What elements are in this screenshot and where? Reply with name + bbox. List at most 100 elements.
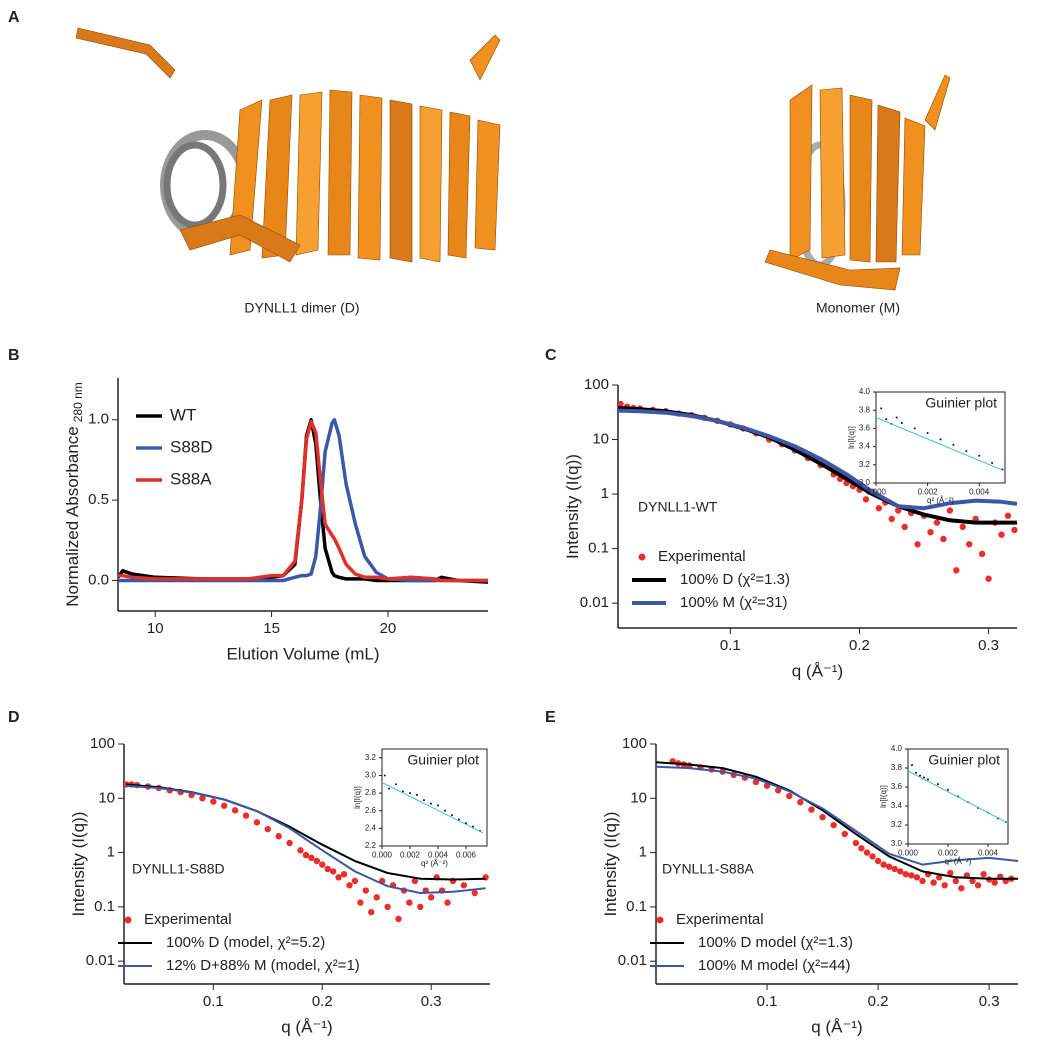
y-axis-label: ln[I(q)] [879, 785, 888, 808]
x-axis-label: q² (Å⁻²) [927, 496, 954, 505]
y-axis-label-text: Intensity (I(q)) [563, 454, 582, 559]
data-point [297, 847, 304, 854]
data-point [786, 792, 793, 800]
data-point [927, 778, 929, 781]
y-tick-label: 2.4 [365, 823, 377, 832]
data-point [919, 877, 926, 885]
legend-label: Experimental [144, 911, 232, 928]
data-point [927, 528, 934, 536]
x-tick-label: 0.000 [866, 488, 887, 497]
data-point [946, 507, 954, 514]
data-point [308, 854, 315, 862]
legend-label: 100% M (χ²=31) [680, 594, 788, 611]
x-tick-label: 0.1 [203, 993, 224, 1010]
y-tick-label: 3.2 [859, 460, 871, 469]
legend-label: Experimental [658, 548, 746, 565]
data-point [797, 798, 804, 806]
dimer-structure [75, 27, 501, 263]
y-axis-label-text: ln[I(q)] [847, 426, 856, 449]
y-tick-label: 10 [98, 789, 115, 806]
y-tick-label: 3.0 [891, 839, 903, 848]
data-point [914, 541, 921, 548]
y-axis-label: Intensity (I(q)) [601, 812, 620, 917]
x-tick-label: 0.002 [918, 488, 939, 497]
data-point [451, 814, 453, 817]
annotation: DYNLL1-S88D [132, 861, 225, 877]
series-group [908, 764, 1009, 824]
data-point [874, 857, 882, 865]
data-point [471, 889, 478, 897]
data-line [908, 770, 1009, 824]
data-point [978, 454, 981, 457]
panel-label: E [545, 709, 556, 726]
x-tick-label: 0.3 [978, 637, 999, 654]
series-group [656, 758, 1019, 892]
x-tick-label: 0.2 [868, 993, 889, 1010]
y-tick-label: 100 [584, 376, 609, 393]
y-tick-label: 100 [622, 735, 647, 752]
data-point [383, 774, 386, 777]
y-tick-label: 3.0 [365, 771, 377, 780]
data-point [947, 869, 954, 877]
data-point [231, 807, 239, 814]
legend-label: 100% M model (χ²=44) [698, 957, 851, 974]
y-tick-label: 3.8 [891, 763, 903, 772]
annotation: DYNLL1-WT [638, 499, 718, 515]
data-point [253, 819, 261, 826]
data-point [966, 541, 973, 548]
x-tick-label: 10 [147, 620, 164, 637]
data-point [406, 899, 413, 906]
y-axis-label-sub: 280 nm [71, 382, 85, 422]
data-point [286, 839, 293, 847]
data-line [118, 419, 488, 583]
data-point [329, 868, 337, 875]
data-point [891, 865, 898, 873]
x-axis-label: q (Å⁻¹) [811, 1017, 862, 1036]
inset: 3.0 3.2 3.4 3.6 3.8 4.0 0.000 0.002 0.004 q² (Å⁻²… [847, 387, 1006, 505]
y-tick-label: 0.0 [88, 571, 109, 588]
inset-title: Guinier plot [925, 395, 997, 411]
x-tick-label: 0.004 [969, 488, 990, 497]
data-point [437, 804, 439, 807]
data-point [819, 813, 826, 821]
y-tick-label: 100 [90, 735, 115, 752]
data-point [926, 431, 929, 434]
data-point [895, 507, 902, 514]
y-tick-label: 3.2 [891, 820, 903, 829]
data-point [911, 764, 913, 767]
y-tick-label: 3.6 [859, 424, 871, 433]
data-point [774, 787, 782, 794]
data-point [430, 802, 432, 805]
data-point [991, 879, 998, 886]
inset: 2.2 2.4 2.6 2.8 3.0 3.2 0.000 0.002 0.004 0.006 q²… [353, 748, 488, 868]
y-tick-label: 0.1 [588, 540, 609, 557]
data-point [313, 857, 321, 865]
y-tick-label: 1 [601, 485, 609, 502]
data-point [427, 894, 435, 901]
x-tick-label: 0.002 [938, 849, 959, 858]
data-point [958, 885, 965, 892]
data-point [830, 821, 837, 829]
data-point [885, 418, 888, 421]
data-point [324, 865, 331, 873]
y-axis-label: Intensity (I(q)) [563, 454, 582, 559]
data-point [862, 496, 870, 503]
x-tick-label: 20 [380, 620, 397, 637]
data-point [416, 793, 418, 796]
data-point [351, 877, 359, 885]
legend-label: S88A [170, 469, 212, 488]
data-point [885, 863, 893, 870]
series-group [876, 407, 1006, 472]
y-tick-label: 0.5 [88, 491, 109, 508]
data-point [915, 771, 917, 774]
x-tick-label: 15 [263, 620, 280, 637]
data-point [908, 872, 915, 879]
data-point [368, 908, 375, 916]
series-group [618, 400, 1018, 582]
legend-label: 100% D (χ²=1.3) [680, 571, 790, 588]
x-tick-label: 0.004 [428, 851, 449, 860]
y-tick-label: 10 [592, 431, 609, 448]
data-point [923, 776, 925, 779]
data-point [402, 790, 404, 793]
